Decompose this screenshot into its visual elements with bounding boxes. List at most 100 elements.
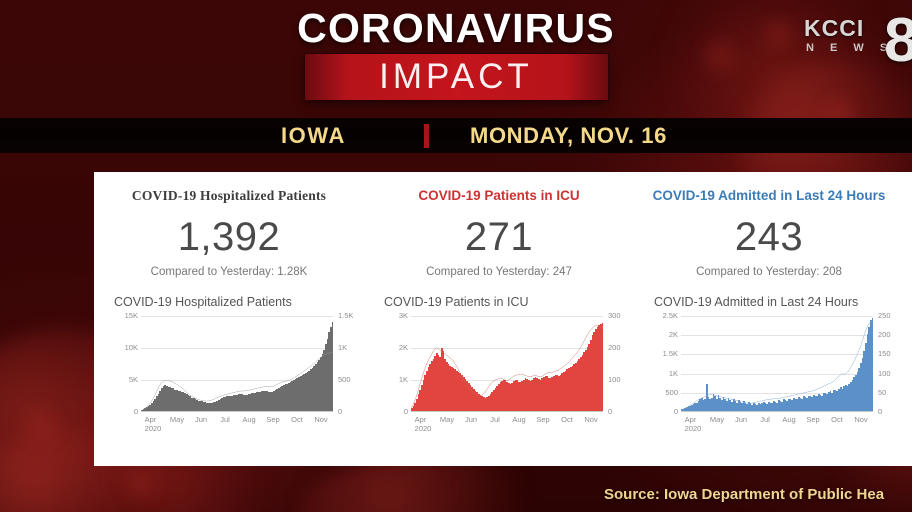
bar bbox=[481, 396, 483, 411]
x-axis: Apr 2020 May Jun Jul Aug Sep Oct Nov bbox=[141, 415, 333, 437]
bar bbox=[486, 396, 488, 411]
x-axis-tick: Apr 2020 bbox=[144, 415, 162, 433]
y-axis-tick: 0 bbox=[608, 407, 613, 416]
bar bbox=[722, 397, 725, 411]
bar bbox=[752, 402, 755, 411]
x-axis-tick: Apr 2020 bbox=[684, 415, 702, 433]
bar bbox=[821, 395, 824, 411]
bar bbox=[426, 371, 428, 411]
bar bbox=[529, 380, 532, 411]
band-content: IOWA MONDAY, NOV. 16 bbox=[204, 122, 709, 148]
kcci-channel-number: 8 bbox=[884, 6, 912, 75]
bar bbox=[269, 392, 272, 411]
bar bbox=[714, 396, 717, 411]
bar bbox=[202, 401, 205, 411]
x-axis-tick: Aug bbox=[512, 415, 526, 424]
bar bbox=[836, 391, 839, 411]
page-title: CORONAVIRUS bbox=[297, 5, 615, 51]
stat-compare: Compared to Yesterday: 208 bbox=[696, 266, 842, 278]
bar bbox=[737, 400, 740, 411]
bar bbox=[834, 389, 837, 411]
bar bbox=[186, 394, 188, 411]
bar bbox=[328, 332, 330, 411]
bar bbox=[828, 391, 830, 411]
bar bbox=[697, 401, 700, 411]
bar bbox=[689, 405, 692, 411]
bar bbox=[849, 381, 852, 411]
bar bbox=[759, 404, 762, 411]
bar bbox=[853, 377, 855, 411]
y-axis-tick: 100 bbox=[878, 368, 891, 378]
bar bbox=[253, 392, 255, 411]
bar bbox=[454, 369, 457, 411]
stat-compare: Compared to Yesterday: 247 bbox=[426, 266, 572, 278]
bar bbox=[818, 394, 820, 411]
bar bbox=[861, 358, 864, 411]
bar-series bbox=[411, 316, 604, 411]
band-divider bbox=[423, 123, 429, 148]
bar bbox=[456, 370, 458, 411]
bar bbox=[589, 339, 592, 411]
y-axis-tick: 5K bbox=[128, 375, 138, 384]
bar bbox=[242, 394, 245, 411]
bar bbox=[276, 388, 279, 411]
bar bbox=[702, 400, 705, 411]
bar bbox=[286, 383, 289, 411]
bar bbox=[746, 404, 748, 411]
bar bbox=[176, 390, 178, 411]
bar bbox=[806, 397, 809, 411]
bar bbox=[459, 373, 462, 411]
bar bbox=[794, 398, 797, 411]
bar bbox=[304, 372, 307, 411]
stat-value: 243 bbox=[734, 215, 804, 259]
bar bbox=[749, 403, 752, 411]
bar bbox=[237, 394, 240, 411]
y-axis-right: 300 200 100 0 bbox=[606, 312, 632, 416]
bar bbox=[479, 395, 482, 411]
bar bbox=[457, 371, 460, 411]
bar bbox=[166, 385, 168, 411]
bar bbox=[841, 388, 844, 411]
bar bbox=[598, 325, 600, 411]
bar bbox=[299, 375, 302, 411]
bar bbox=[769, 402, 772, 411]
bar bbox=[416, 398, 418, 411]
bar bbox=[866, 334, 869, 411]
virus-spike-decoration bbox=[700, 30, 740, 82]
gridline bbox=[141, 380, 333, 381]
bar bbox=[803, 396, 805, 411]
bar bbox=[764, 403, 767, 411]
bar bbox=[156, 396, 158, 411]
bar bbox=[326, 338, 329, 411]
bar bbox=[314, 364, 317, 411]
y-axis-tick: 15K bbox=[124, 311, 138, 320]
bar bbox=[212, 402, 215, 411]
stat-value: 271 bbox=[464, 215, 534, 259]
virus-spike-decoration bbox=[120, 460, 160, 506]
bar bbox=[434, 355, 437, 411]
x-axis-tick: May bbox=[439, 415, 455, 424]
bar bbox=[232, 395, 235, 411]
bar bbox=[549, 378, 552, 411]
bar bbox=[509, 384, 512, 411]
y-axis-tick: 2.5K bbox=[662, 311, 678, 320]
stat-card-admitted: COVID-19 Admitted in Last 24 Hours 243 C… bbox=[634, 188, 904, 284]
bar bbox=[581, 354, 584, 411]
bar bbox=[731, 401, 733, 411]
bar bbox=[851, 379, 854, 411]
bar bbox=[311, 367, 314, 411]
state-label: IOWA bbox=[280, 122, 347, 148]
bar bbox=[461, 375, 463, 411]
x-axis-tick: Jun bbox=[464, 415, 478, 424]
bar bbox=[288, 382, 290, 411]
bar bbox=[229, 395, 232, 411]
gridline bbox=[681, 354, 873, 356]
bar bbox=[231, 395, 233, 411]
bar bbox=[781, 401, 783, 411]
bar bbox=[154, 399, 157, 411]
x-axis-tick: May bbox=[709, 415, 725, 424]
stat-compare: Compared to Yesterday: 1.28K bbox=[150, 266, 308, 278]
bar bbox=[313, 366, 315, 411]
bar bbox=[472, 388, 475, 411]
bar bbox=[284, 384, 287, 411]
